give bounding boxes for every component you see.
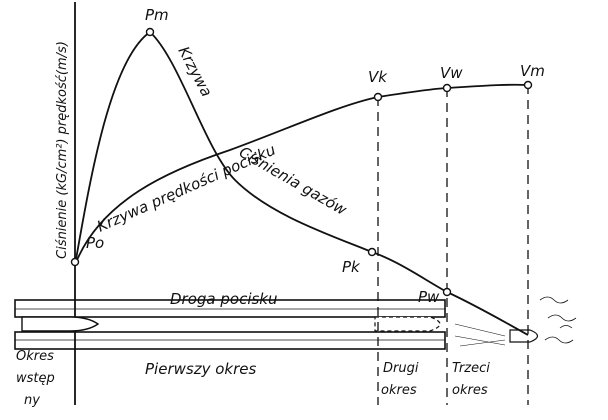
barrel — [14, 296, 577, 350]
period-label: Drugi — [383, 361, 419, 376]
point — [442, 83, 452, 93]
period-label: Okres — [16, 349, 54, 364]
path-label: Droga pocisku — [170, 290, 278, 308]
velocity-curve — [74, 83, 529, 266]
period-label: ny — [24, 393, 40, 408]
period-label: Pierwszy okres — [145, 360, 256, 378]
curve-label: Ciśnienia gazów — [236, 143, 350, 219]
point-label: Pw — [418, 288, 440, 306]
curve-label: Krzywa — [174, 43, 215, 99]
period-label: Trzeci — [452, 361, 490, 376]
point — [523, 80, 533, 90]
axis-label: Ciśnienie (kG/cm²) prędkość(m/s) — [55, 41, 70, 259]
point — [373, 92, 383, 102]
period-label: wstęp — [16, 371, 55, 386]
period-label: okres — [381, 383, 417, 398]
point-label: Pm — [145, 6, 169, 24]
point-label: Pk — [342, 258, 361, 276]
point — [70, 257, 80, 267]
point-label: Vk — [368, 68, 388, 86]
point — [145, 27, 155, 37]
point-label: Po — [86, 234, 104, 252]
point-label: Vm — [520, 62, 545, 80]
period-label: okres — [452, 383, 488, 398]
point — [442, 287, 452, 297]
point-label: Vw — [440, 64, 463, 82]
point — [367, 247, 377, 257]
